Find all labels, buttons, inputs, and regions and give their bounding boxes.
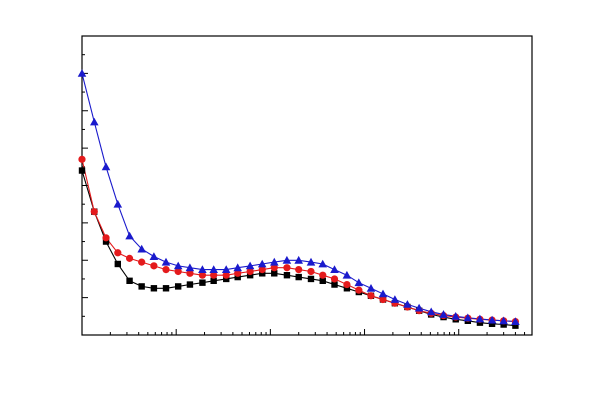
data-point-circle [330,275,339,283]
data-point-square [78,167,86,174]
data-point-circle [258,265,266,274]
data-point-square [488,320,496,327]
data-point-square [331,281,338,288]
data-point-square [234,273,241,281]
data-point-triangle [511,317,520,325]
data-point-circle [125,254,134,262]
data-point-triangle [137,244,146,253]
data-point-triangle [390,295,400,303]
data-point-square [319,277,326,285]
data-point-square [343,285,351,292]
data-point-square [500,321,507,328]
data-point-square [138,283,145,290]
data-point-square [162,285,170,292]
data-point-triangle [330,265,339,273]
data-point-triangle [90,117,99,126]
data-point-square [307,275,315,283]
data-point-triangle [77,69,87,77]
data-point-triangle [221,265,231,273]
data-point-circle [150,262,158,270]
data-point-triangle [342,270,352,279]
data-point-triangle [161,257,171,266]
data-point-circle [319,271,327,279]
data-point-square [246,272,254,279]
data-point-circle [379,295,387,304]
plot-frame [81,35,533,336]
data-point-square [114,260,122,268]
data-point-circle [367,292,375,300]
data-point-square [186,281,194,288]
data-point-circle [343,280,351,289]
data-point-circle [246,267,254,276]
data-point-square [174,283,182,290]
data-point-triangle [101,162,111,171]
data-point-triangle [378,289,388,298]
series-markers [77,69,520,329]
data-point-triangle [451,312,460,320]
data-point-triangle [185,263,195,272]
data-point-triangle [113,199,123,208]
data-point-triangle [245,261,255,270]
data-point-triangle [354,278,364,287]
data-point-square [199,279,206,286]
data-point-square [150,285,158,292]
data-point-triangle [149,252,159,260]
data-point-square [512,322,519,329]
data-point-triangle [294,255,303,264]
data-point-circle [283,264,291,272]
data-point-triangle [414,303,424,312]
data-point-square [283,272,291,279]
data-point-circle [198,271,207,279]
data-point-triangle [366,284,376,292]
data-point-circle [355,286,363,294]
data-point-square [259,270,266,277]
data-point-triangle [426,307,436,316]
data-point-triangle [475,314,485,323]
data-point-square [223,275,230,283]
data-point-triangle [233,263,242,272]
data-point-triangle [439,310,448,318]
data-point-triangle [499,316,508,325]
data-point-circle [234,269,242,277]
axis-ticks [81,35,533,336]
data-point-circle [210,271,218,279]
data-point-circle [138,258,146,266]
data-point-triangle [173,261,183,270]
data-point-circle [307,267,315,276]
data-point-circle [270,264,278,272]
data-point-square [271,270,278,277]
data-point-circle [222,271,230,279]
data-point-square [295,273,302,281]
data-point-circle [186,269,194,277]
data-point-triangle [282,255,292,264]
data-point-square [210,277,217,285]
data-point-triangle [306,257,316,266]
data-point-triangle [257,259,267,268]
data-point-triangle [463,313,473,322]
data-point-triangle [403,300,412,308]
data-point-circle [295,265,303,274]
data-point-triangle [125,231,134,240]
data-point-circle [90,208,98,216]
data-point-triangle [487,315,497,324]
data-point-square [102,238,110,245]
data-point-triangle [270,257,279,266]
data-point-circle [162,265,170,274]
data-point-triangle [198,265,207,273]
data-point-square [126,277,133,285]
data-point-circle [174,267,182,276]
data-point-circle [78,155,86,163]
data-point-circle [102,234,110,242]
data-point-triangle [209,265,218,273]
data-point-circle [114,249,122,257]
data-point-triangle [318,259,327,268]
